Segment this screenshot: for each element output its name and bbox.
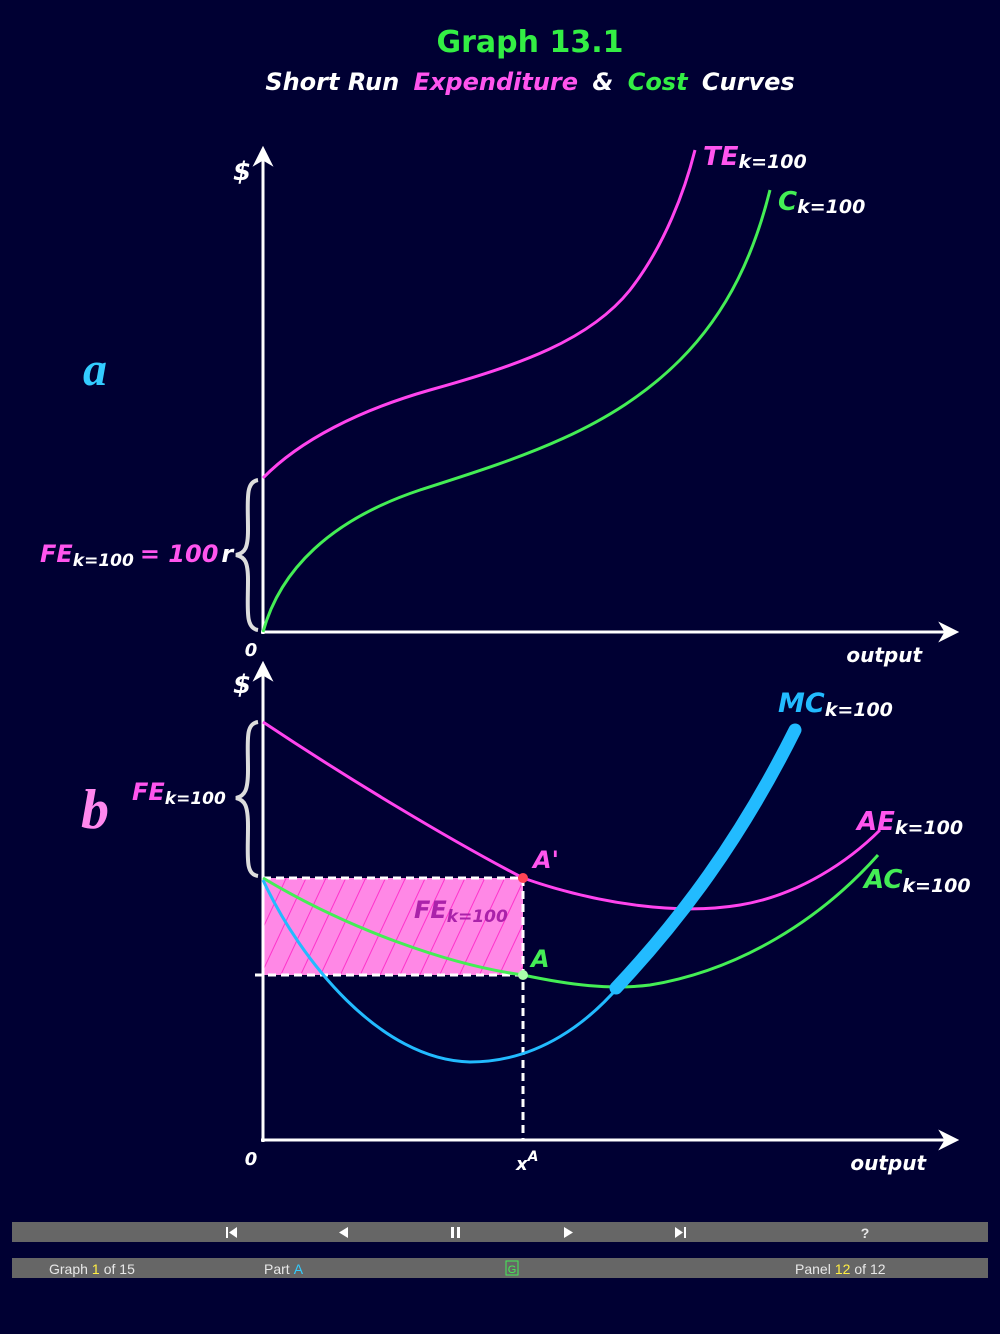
pause-button[interactable]: [451, 1227, 460, 1238]
guide-lines: [255, 876, 525, 1140]
curve-subscript: k=100: [739, 151, 807, 173]
nav-buttons: [226, 1227, 686, 1238]
point-a: [518, 970, 528, 980]
y-axis-label: $: [233, 157, 251, 187]
subtitle-part: Cost: [628, 68, 689, 96]
part-label: Part A: [264, 1261, 304, 1277]
panel-b: b $ 0 output A' A MCk=100 AEk=100 ACk=10…: [81, 660, 971, 1175]
te-curve: [261, 149, 697, 480]
label-subscript: k=100: [73, 551, 134, 571]
number: 1: [92, 1261, 100, 1277]
subtitle-part: Curves: [702, 68, 795, 96]
curve-label: MCk=100: [778, 688, 893, 721]
prev-button[interactable]: [339, 1227, 348, 1238]
point-label: A': [531, 846, 559, 874]
nav-bar: ?: [12, 1222, 988, 1242]
curve-label: ACk=100: [862, 865, 971, 897]
curve-name: AE: [855, 807, 895, 837]
label-name: FE: [132, 778, 165, 806]
curve-subscript: k=100: [895, 817, 963, 839]
next-button[interactable]: [564, 1227, 573, 1238]
graph-counter: Graph 1 of 15: [49, 1261, 135, 1277]
panel-counter: Panel 12 of 12: [795, 1261, 886, 1277]
text: Graph: [49, 1261, 88, 1277]
curve-label: AEk=100: [855, 807, 963, 839]
x-mark-label: xA: [515, 1149, 538, 1175]
text: Panel: [795, 1261, 831, 1277]
subtitle-part: Short Run: [265, 68, 399, 96]
curve-subscript: k=100: [825, 699, 893, 721]
toggle[interactable]: G: [508, 1264, 517, 1276]
help-button[interactable]: ?: [861, 1225, 870, 1241]
curve-label: TEk=100: [703, 142, 807, 173]
fe-area: [263, 878, 523, 975]
mc-curve: [261, 879, 622, 1064]
title: Graph 13.1: [437, 25, 624, 60]
label-equals: = 100: [140, 540, 219, 568]
toggle-box[interactable]: [505, 1260, 519, 1276]
brace-label: FEk=100 = 100 r: [40, 540, 235, 571]
text: of 15: [104, 1261, 135, 1277]
panel-a: a $ 0 output TEk=100 Ck=100 FEk=100 = 100…: [40, 142, 960, 667]
label-unit: r: [221, 540, 235, 568]
brace: [235, 720, 259, 878]
text: Part: [264, 1261, 290, 1277]
text: of 12: [854, 1261, 885, 1277]
label-subscript: k=100: [447, 907, 508, 927]
last-button[interactable]: [675, 1227, 686, 1238]
brace-label: FEk=100: [132, 778, 226, 809]
first-button[interactable]: [226, 1227, 237, 1238]
curve-subscript: k=100: [797, 196, 865, 218]
curve-label: Ck=100: [778, 187, 865, 218]
area-label: FEk=100: [414, 896, 508, 927]
curve-name: C: [778, 187, 797, 217]
x-mark-name: x: [515, 1154, 529, 1175]
subtitle-part: &: [592, 68, 613, 96]
y-axis-label: $: [233, 670, 251, 700]
origin-label: 0: [245, 1149, 258, 1170]
label-subscript: k=100: [165, 789, 226, 809]
point-a-prime: [518, 873, 528, 883]
label-name: FE: [414, 896, 447, 924]
subtitle: Short Run Expenditure & Cost Curves: [265, 68, 794, 96]
c-curve: [261, 189, 772, 633]
ac-curve: [262, 854, 880, 989]
curve-subscript: k=100: [902, 875, 970, 897]
status-bar: Graph 1 of 15 Part A G Panel 12 of 12: [12, 1258, 988, 1278]
curve-name: TE: [703, 142, 739, 172]
point-label: A: [529, 945, 550, 973]
number: 12: [835, 1261, 851, 1277]
panel-label: a: [83, 343, 107, 396]
origin-label: 0: [245, 640, 258, 661]
mc-curve-thick: [609, 723, 802, 995]
label-name: FE: [40, 540, 73, 568]
nav-background: [12, 1222, 988, 1242]
curve-name: MC: [778, 688, 825, 719]
subtitle-part: Expenditure: [414, 68, 579, 96]
brace: [235, 478, 259, 632]
x-axis-label: output: [846, 643, 923, 667]
curve-name: AC: [862, 865, 902, 895]
x-mark-superscript: A: [527, 1149, 539, 1165]
status-background: [12, 1258, 988, 1278]
part: A: [294, 1261, 304, 1277]
ae-curve: [262, 720, 882, 911]
panel-label: b: [81, 779, 109, 841]
x-axis-label: output: [850, 1151, 927, 1175]
